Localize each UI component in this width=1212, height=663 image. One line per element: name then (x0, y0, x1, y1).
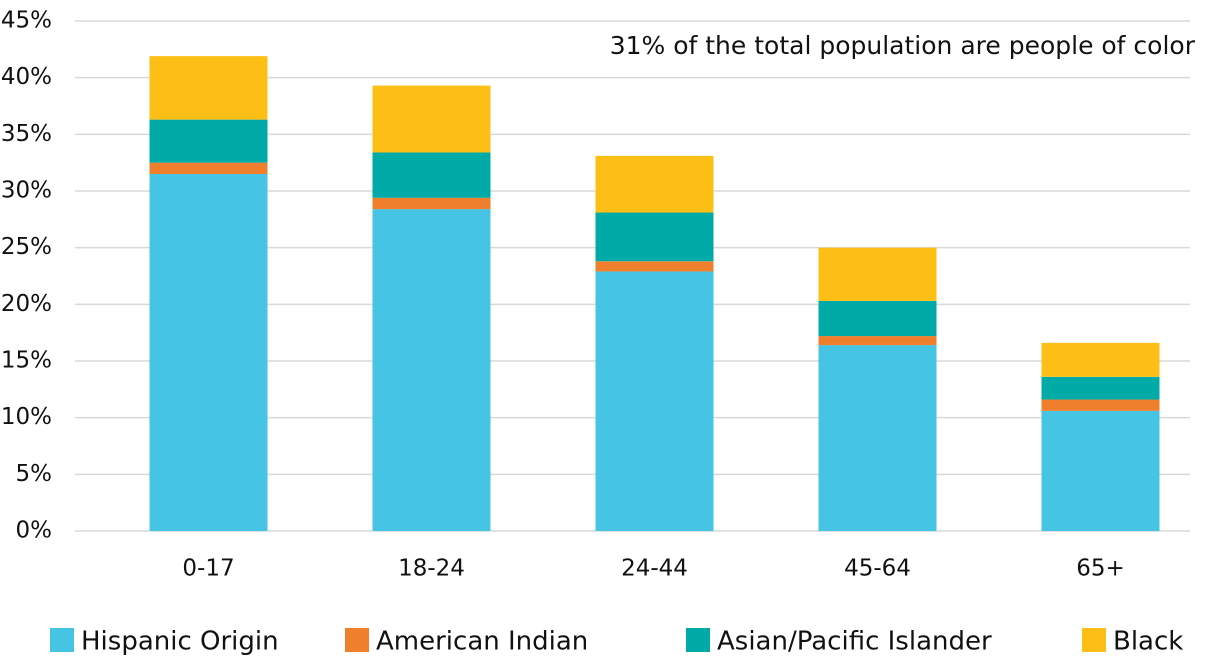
bar-segment (149, 119, 268, 163)
x-tick-label: 65+ (1076, 556, 1125, 582)
legend-swatch (345, 628, 369, 652)
bar-segment (372, 152, 491, 198)
y-tick-label: 5% (16, 461, 53, 487)
y-tick-label: 45% (1, 8, 52, 34)
x-tick-label: 18-24 (398, 556, 465, 582)
y-tick-label: 25% (1, 234, 52, 260)
legend-label: Asian/Pacific Islander (717, 627, 992, 657)
bar-segment (1041, 399, 1160, 411)
bar-segment (595, 271, 714, 531)
bar-segment (595, 261, 714, 272)
bar-segment (595, 212, 714, 262)
bar-segment (149, 162, 268, 174)
bar-segment (372, 197, 491, 210)
bar-segment (1041, 410, 1160, 531)
y-tick-label: 15% (1, 348, 52, 374)
legend-swatch (686, 628, 710, 652)
x-tick-label: 45-64 (844, 556, 911, 582)
y-tick-label: 30% (1, 178, 52, 204)
bar-segment (818, 247, 937, 301)
bar-segment (818, 336, 937, 346)
bar-segment (1041, 342, 1160, 377)
y-tick-label: 40% (1, 64, 52, 90)
bar-segment (149, 174, 268, 531)
x-tick-label: 24-44 (621, 556, 688, 582)
bar-segment (818, 300, 937, 337)
bar-segment (372, 85, 491, 153)
y-tick-label: 20% (1, 291, 52, 317)
bar-segment (595, 155, 714, 213)
y-tick-label: 10% (1, 404, 52, 430)
bar-segment (149, 56, 268, 120)
legend-label: Hispanic Origin (81, 627, 279, 657)
legend-swatch (1082, 628, 1106, 652)
legend-label: American Indian (376, 627, 588, 657)
legend-label: Black (1113, 627, 1183, 657)
bar-segment (1041, 376, 1160, 400)
legend-swatch (50, 628, 74, 652)
y-tick-label: 35% (1, 121, 52, 147)
bar-segment (372, 209, 491, 531)
y-tick-label: 0% (16, 518, 53, 544)
bar-segment (818, 345, 937, 531)
annotation: 31% of the total population are people o… (610, 31, 1196, 60)
x-tick-label: 0-17 (182, 556, 234, 582)
